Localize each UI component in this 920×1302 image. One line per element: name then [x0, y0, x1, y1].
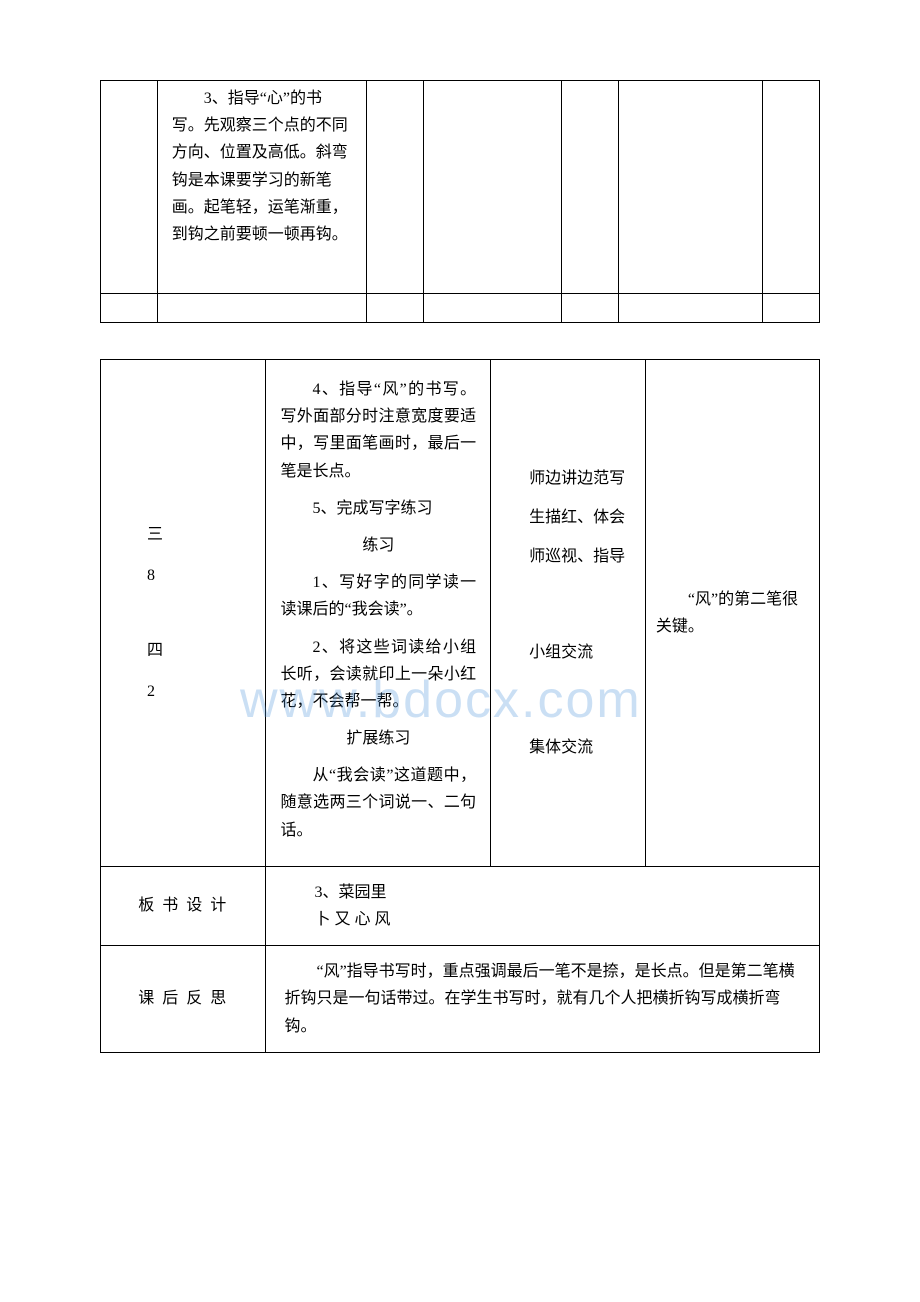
t2-board-line2: 卜 又 心 风 — [314, 906, 801, 933]
t1-r2-c7 — [763, 294, 820, 323]
t2-a-line3: 四 — [147, 637, 265, 664]
t2-a-line1: 三 — [147, 521, 265, 548]
t1-r1-c4 — [424, 81, 562, 294]
t2-c-i1: 师边讲边范写 — [497, 465, 639, 492]
t2-c-i2: 生描红、体会 — [497, 504, 639, 531]
t2-board-label: 板 书 设 计 — [101, 866, 266, 945]
table1-row1: 3、指导“心”的书写。先观察三个点的不同方向、位置及高低。斜弯钩是本课要学习的新… — [101, 81, 820, 294]
t2-main-col-d: “风”的第二笔很关键。 — [645, 360, 819, 867]
t1-r1-c7 — [763, 81, 820, 294]
t2-b-p6: 扩展练习 — [280, 725, 476, 752]
t2-c-i5: 集体交流 — [497, 734, 639, 761]
t2-row-board: 板 书 设 计 3、菜园里 卜 又 心 风 — [101, 866, 820, 945]
t1-r1-c2: 3、指导“心”的书写。先观察三个点的不同方向、位置及高低。斜弯钩是本课要学习的新… — [157, 81, 366, 294]
t2-reflect-body: “风”指导书写时，重点强调最后一笔不是捺，是长点。但是第二笔横折钩只是一句话带过… — [266, 946, 820, 1053]
t2-c-gap1 — [497, 583, 639, 627]
t2-c-gap2 — [497, 678, 639, 722]
t1-r1-c6 — [618, 81, 763, 294]
t2-reflect-label: 课 后 反 思 — [101, 946, 266, 1053]
t2-b-p7: 从“我会读”这道题中，随意选两三个词说一、二句话。 — [280, 762, 476, 844]
t2-c-i3: 师巡视、指导 — [497, 543, 639, 570]
t2-b-p1: 4、指导“风”的书写。写外面部分时注意宽度要适中，写里面笔画时，最后一笔是长点。 — [280, 376, 476, 485]
t2-b-p2: 5、完成写字练习 — [280, 495, 476, 522]
t2-main-col-a: 三 8 四 2 — [101, 360, 266, 867]
t2-b-p5: 2、将这些词读给小组长听，会读就印上一朵小红花，不会帮一帮。 — [280, 634, 476, 716]
t1-r1-c1 — [101, 81, 158, 294]
t1-r2-c2 — [157, 294, 366, 323]
t2-board-line1: 3、菜园里 — [314, 879, 801, 906]
t2-a-line4: 2 — [147, 678, 265, 705]
t1-r2-c5 — [561, 294, 618, 323]
t2-board-body: 3、菜园里 卜 又 心 风 — [266, 866, 820, 945]
t1-r2-c4 — [424, 294, 562, 323]
t2-main-row: 三 8 四 2 4、指导“风”的书写。写外面部分时注意宽度要适中，写里面笔画时，… — [101, 360, 820, 867]
t2-c-i4: 小组交流 — [497, 639, 639, 666]
page-container: 3、指导“心”的书写。先观察三个点的不同方向、位置及高低。斜弯钩是本课要学习的新… — [0, 0, 920, 1093]
t1-r2-c1 — [101, 294, 158, 323]
t2-b-p3: 练习 — [280, 532, 476, 559]
t2-b-p4: 1、写好字的同学读一读课后的“我会读”。 — [280, 569, 476, 623]
t1-r2-c3 — [367, 294, 424, 323]
t2-row-reflect: 课 后 反 思 “风”指导书写时，重点强调最后一笔不是捺，是长点。但是第二笔横折… — [101, 946, 820, 1053]
t1-r1-c3 — [367, 81, 424, 294]
table-2: 三 8 四 2 4、指导“风”的书写。写外面部分时注意宽度要适中，写里面笔画时，… — [100, 359, 820, 1053]
t2-main-col-c: 师边讲边范写 生描红、体会 师巡视、指导 小组交流 集体交流 — [491, 360, 646, 867]
t1-r1-c5 — [561, 81, 618, 294]
t2-a-line2: 8 — [147, 562, 265, 589]
t1-r2-c6 — [618, 294, 763, 323]
t2-main-col-b: 4、指导“风”的书写。写外面部分时注意宽度要适中，写里面笔画时，最后一笔是长点。… — [266, 360, 491, 867]
table-1: 3、指导“心”的书写。先观察三个点的不同方向、位置及高低。斜弯钩是本课要学习的新… — [100, 80, 820, 323]
t2-a-spacer — [147, 603, 265, 623]
table1-row2 — [101, 294, 820, 323]
